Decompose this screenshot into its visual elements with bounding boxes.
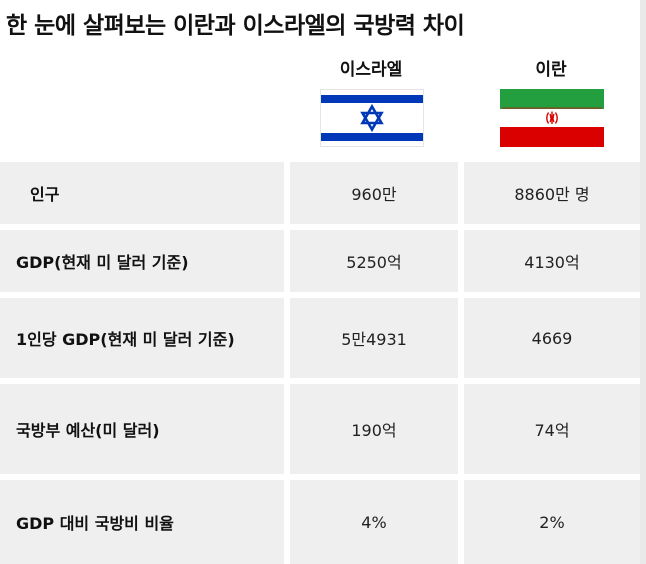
page-title: 한 눈에 살펴보는 이란과 이스라엘의 국방력 차이	[6, 13, 465, 39]
iran-defense-gdp-ratio: 2%	[464, 480, 640, 564]
iran-defense-budget: 74억	[464, 384, 640, 474]
right-edge-divider	[640, 0, 646, 564]
iran-gdp: 4130억	[464, 230, 640, 292]
israel-gdp: 5250억	[290, 230, 458, 292]
israel-population: 960만	[290, 162, 458, 224]
iran-gdp-per-capita: 4669	[464, 298, 640, 378]
israel-defense-gdp-ratio: 4%	[290, 480, 458, 564]
country-name-israel: 이스라엘	[339, 60, 403, 80]
iran-flag-icon	[500, 89, 604, 147]
row-label-defense-budget: 국방부 예산(미 달러)	[0, 384, 284, 474]
row-label-gdp-per-capita: 1인당 GDP(현재 미 달러 기준)	[0, 298, 284, 378]
row-label-gdp: GDP(현재 미 달러 기준)	[0, 230, 284, 292]
israel-defense-budget: 190억	[290, 384, 458, 474]
israel-flag-icon	[320, 89, 424, 147]
row-label-population: 인구	[0, 162, 284, 224]
country-name-iran: 이란	[535, 60, 567, 80]
iran-population: 8860만 명	[464, 162, 640, 224]
row-label-defense-gdp-ratio: GDP 대비 국방비 비율	[0, 480, 284, 564]
israel-gdp-per-capita: 5만4931	[290, 298, 458, 378]
